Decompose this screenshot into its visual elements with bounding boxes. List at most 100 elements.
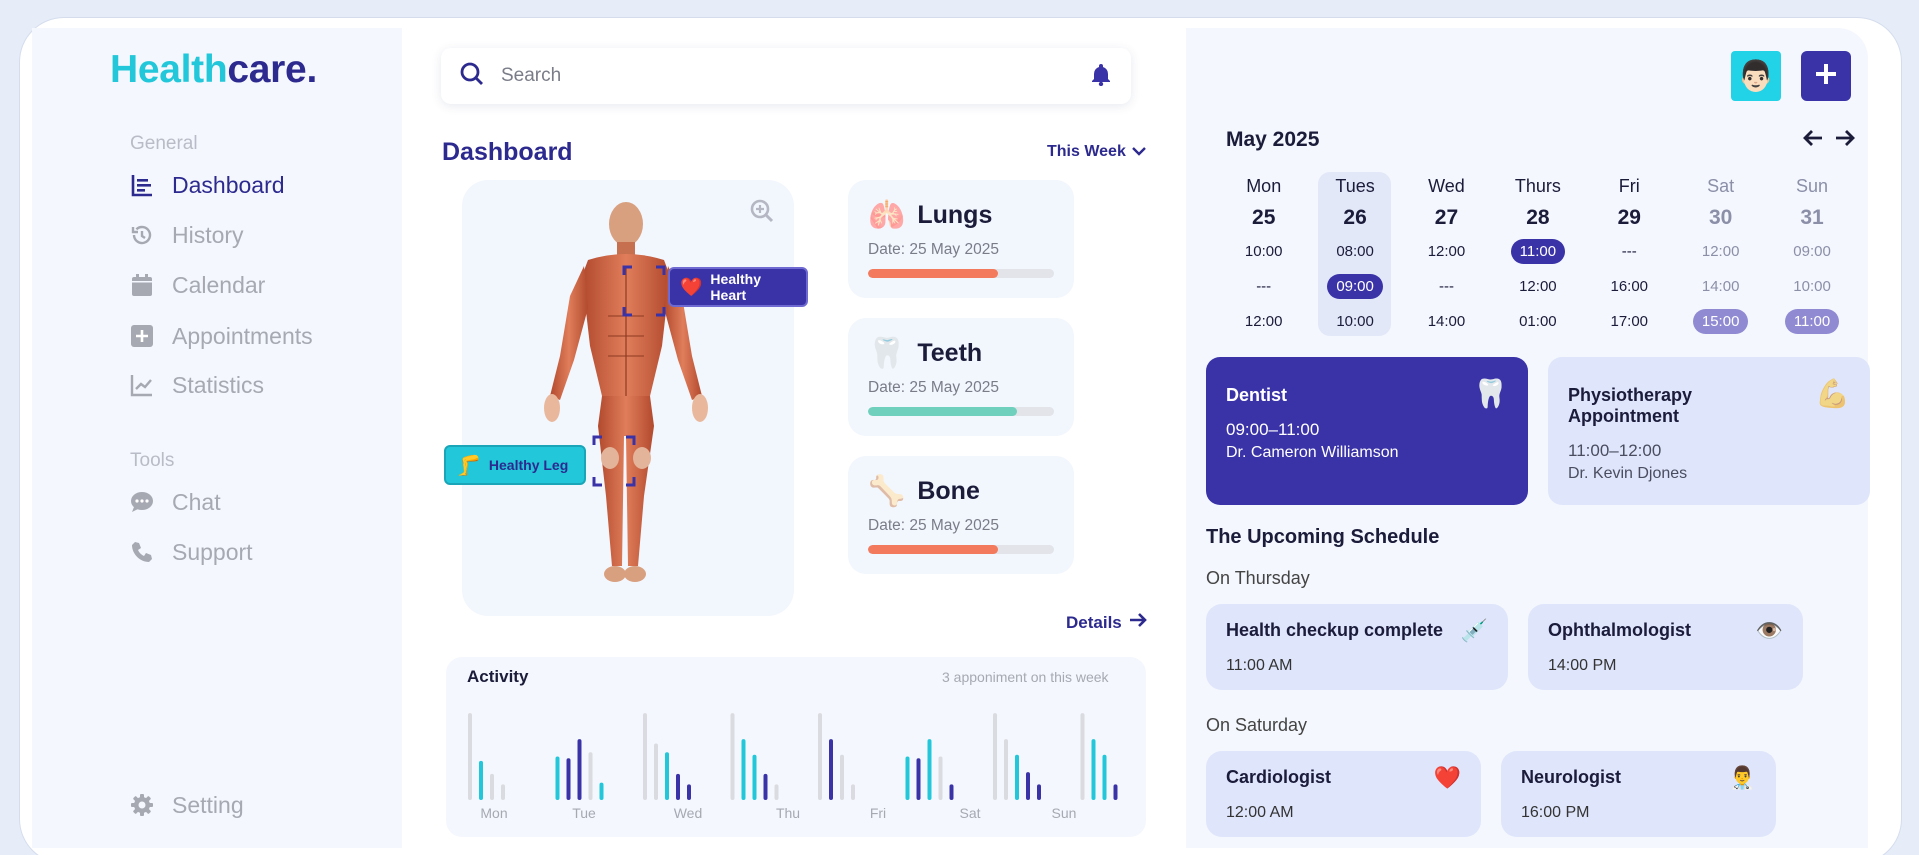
- arrow-left-icon[interactable]: [1802, 128, 1824, 153]
- activity-bar: [1102, 754, 1107, 800]
- chat-icon: [128, 488, 156, 516]
- healthy-leg-tag[interactable]: 🦵 Healthy Leg: [444, 445, 586, 485]
- sidebar-item-chat[interactable]: Chat: [128, 488, 221, 516]
- arrow-right-icon: [1128, 612, 1148, 633]
- appointment-doctor: Dr. Cameron Williamson: [1226, 444, 1399, 461]
- bell-icon[interactable]: [1089, 62, 1113, 91]
- activity-bar: [555, 756, 560, 800]
- add-button[interactable]: [1801, 51, 1851, 101]
- sidebar-item-history[interactable]: History: [128, 221, 244, 249]
- calendar-time-slot[interactable]: 12:00: [1519, 278, 1557, 295]
- calendar-day-number[interactable]: 30: [1708, 206, 1733, 229]
- calendar-time-slot[interactable]: ---: [1256, 278, 1272, 295]
- calendar-day-name: Fri: [1618, 176, 1640, 196]
- search-input[interactable]: [501, 65, 1089, 87]
- activity-bar: [1037, 784, 1041, 800]
- calendar-time-slot[interactable]: 17:00: [1610, 313, 1649, 330]
- calendar-day-number[interactable]: 25: [1252, 206, 1276, 229]
- bone-icon: 🦴: [868, 475, 906, 508]
- activity-subtitle: 3 apponiment on this week: [942, 669, 1109, 685]
- activity-bar: [741, 739, 746, 800]
- activity-bar: [577, 739, 582, 800]
- activity-bar: [490, 773, 494, 800]
- progress-fill: [868, 545, 999, 554]
- week-calendar: Mon Tues Wed Thurs Fri Sat Sun 25 26 27 28 29 30 31 …: [1218, 170, 1858, 339]
- calendar-time-slot[interactable]: ---: [1621, 243, 1637, 260]
- chart-bar-icon: [128, 171, 156, 199]
- arrow-right-icon[interactable]: [1834, 128, 1856, 153]
- activity-bar: [1015, 754, 1019, 800]
- calendar-day-number[interactable]: 28: [1526, 206, 1550, 229]
- healthy-heart-tag[interactable]: ❤️ Healthy Heart: [668, 267, 808, 307]
- sidebar-item-calendar[interactable]: Calendar: [128, 271, 265, 299]
- organ-card-teeth[interactable]: 🦷 Teeth Date: 25 May 2025: [848, 318, 1074, 436]
- section-label-tools: Tools: [130, 450, 175, 471]
- logo[interactable]: Healthcare.: [110, 48, 317, 91]
- activity-bar: [730, 713, 735, 800]
- appointment-time: 09:00–11:00: [1226, 420, 1320, 439]
- details-link[interactable]: Details: [1066, 612, 1148, 633]
- section-label-general: General: [130, 133, 198, 154]
- sidebar: [32, 28, 402, 848]
- calendar-time-slot[interactable]: 08:00: [1336, 243, 1374, 260]
- calendar-day-number[interactable]: 26: [1343, 206, 1367, 229]
- calendar-time-slot[interactable]: 14:00: [1701, 278, 1740, 295]
- eye-icon: 👁️: [1755, 618, 1783, 643]
- calendar-time-slot[interactable]: 10:00: [1336, 313, 1374, 330]
- activity-bar: [818, 713, 822, 800]
- calendar-time-slot[interactable]: ---: [1438, 278, 1454, 295]
- zoom-icon[interactable]: [749, 198, 775, 229]
- calendar-time-slot[interactable]: 12:00: [1244, 313, 1283, 330]
- history-icon: [128, 221, 156, 249]
- calendar-time-slot[interactable]: 10:00: [1244, 243, 1283, 260]
- sidebar-item-setting[interactable]: Setting: [128, 791, 244, 819]
- organ-name: Lungs: [917, 201, 993, 229]
- organ-card-bone[interactable]: 🦴 Bone Date: 25 May 2025: [848, 456, 1074, 574]
- activity-bar: [566, 758, 571, 800]
- calendar-time-slot[interactable]: 11:00: [1492, 234, 1583, 269]
- activity-bar: [916, 758, 921, 800]
- calendar-day-number[interactable]: 27: [1434, 206, 1459, 229]
- organ-name: Teeth: [917, 339, 983, 367]
- doctor-icon: 👨‍⚕️: [1728, 765, 1756, 790]
- sidebar-item-appointments[interactable]: Appointments: [128, 322, 313, 350]
- calendar-time-slot[interactable]: 12:00: [1701, 243, 1740, 260]
- organ-card-lungs[interactable]: 🫁 Lungs Date: 25 May 2025: [848, 180, 1074, 298]
- calendar-time-slot[interactable]: 01:00: [1519, 313, 1557, 330]
- activity-bar: [676, 773, 680, 800]
- schedule-card-cardiologist[interactable]: Cardiologist 12:00 AM ❤️: [1206, 751, 1481, 837]
- sidebar-item-dashboard[interactable]: Dashboard: [128, 171, 285, 199]
- organ-date: Date: 25 May 2025: [868, 517, 999, 534]
- calendar-time-slot[interactable]: 10:00: [1793, 278, 1831, 295]
- calendar-time-slot[interactable]: 16:00: [1610, 278, 1649, 295]
- schedule-card-ophthalmologist[interactable]: Ophthalmologist 14:00 PM 👁️: [1528, 604, 1803, 690]
- activity-bar: [665, 752, 669, 800]
- tag-label: Healthy Heart: [710, 271, 761, 303]
- chevron-down-icon: [1131, 143, 1146, 161]
- calendar-time-slot[interactable]: 09:00: [1309, 269, 1400, 304]
- calendar-time-slot[interactable]: 11:00: [1766, 304, 1857, 339]
- period-dropdown[interactable]: This Week: [1047, 143, 1146, 161]
- progress-bar: [868, 407, 1054, 416]
- calendar-time-slot[interactable]: 14:00: [1427, 313, 1466, 330]
- appointment-doctor: Dr. Kevin Djones: [1568, 465, 1688, 482]
- activity-bar: [993, 713, 997, 800]
- appointment-card-physiotherapy[interactable]: Physiotherapy Appointment 11:00–12:00 Dr…: [1548, 357, 1870, 505]
- sidebar-item-statistics[interactable]: Statistics: [128, 371, 264, 399]
- progress-bar: [868, 269, 1054, 278]
- calendar-time-slot[interactable]: 09:00: [1793, 243, 1831, 260]
- calendar-day-number[interactable]: 29: [1617, 206, 1641, 229]
- calendar-time-slot[interactable]: 15:00: [1675, 304, 1766, 339]
- appointment-card-dentist[interactable]: Dentist 09:00–11:00 Dr. Cameron Williams…: [1206, 357, 1528, 505]
- calendar-time-slot[interactable]: 12:00: [1427, 243, 1466, 260]
- day-label-saturday: On Saturday: [1206, 715, 1308, 735]
- activity-title: Activity: [467, 667, 529, 686]
- schedule-card-neurologist[interactable]: Neurologist 16:00 PM 👨‍⚕️: [1501, 751, 1776, 837]
- activity-bar: [501, 784, 505, 800]
- calendar-day-number[interactable]: 31: [1800, 206, 1824, 229]
- sidebar-item-support[interactable]: Support: [128, 538, 253, 566]
- activity-bar: [643, 713, 647, 800]
- avatar[interactable]: 👨🏻: [1731, 51, 1781, 101]
- calendar-day-name: Mon: [1246, 176, 1282, 196]
- schedule-card-health-checkup[interactable]: Health checkup complete 11:00 AM 💉: [1206, 604, 1508, 690]
